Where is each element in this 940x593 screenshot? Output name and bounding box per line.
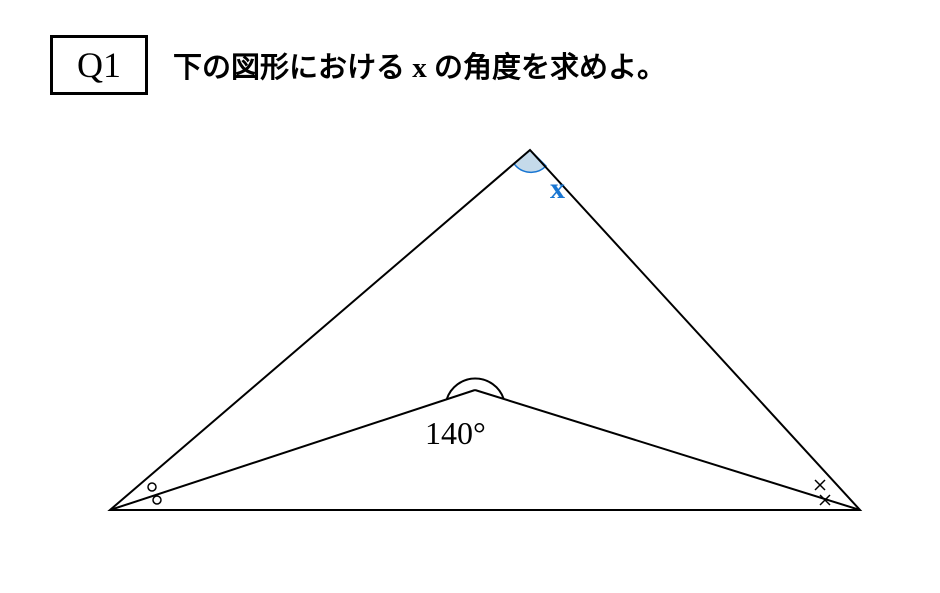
inner-line-right	[475, 390, 860, 510]
outer-triangle	[110, 150, 860, 510]
bisector-mark-x-1	[815, 480, 825, 490]
diagram-svg	[70, 120, 870, 560]
bisector-mark-circle-1	[148, 483, 156, 491]
inner-angle-label: 140°	[425, 415, 486, 452]
bisector-mark-circle-2	[153, 496, 161, 504]
geometry-diagram: x 140°	[70, 120, 870, 560]
question-number-box: Q1	[50, 35, 148, 95]
question-prompt: 下の図形における x の角度を求めよ。	[173, 44, 666, 86]
x-angle-label: x	[550, 172, 565, 206]
inner-line-left	[110, 390, 475, 510]
question-number: Q1	[77, 45, 121, 85]
question-header: Q1 下の図形における x の角度を求めよ。	[0, 0, 940, 95]
